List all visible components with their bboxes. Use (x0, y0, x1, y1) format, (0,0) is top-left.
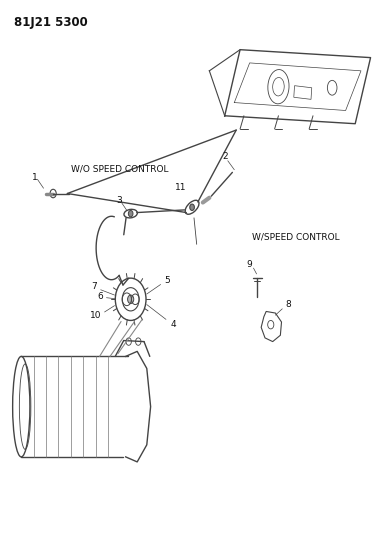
Text: W/SPEED CONTROL: W/SPEED CONTROL (251, 233, 339, 242)
Bar (294, 86, 312, 99)
Circle shape (190, 204, 194, 211)
Text: 4: 4 (170, 320, 176, 329)
Circle shape (128, 211, 133, 217)
Text: 8: 8 (285, 300, 291, 309)
Text: 5: 5 (164, 276, 170, 285)
Text: 9: 9 (247, 261, 253, 269)
Text: 1: 1 (32, 173, 38, 182)
Circle shape (128, 295, 134, 303)
Text: 3: 3 (116, 196, 122, 205)
Text: 10: 10 (90, 311, 101, 320)
Text: 81J21 5300: 81J21 5300 (14, 15, 87, 29)
Text: 7: 7 (91, 281, 97, 290)
Text: 6: 6 (97, 292, 103, 301)
Text: 11: 11 (175, 183, 186, 192)
Text: 2: 2 (222, 152, 227, 161)
Text: W/O SPEED CONTROL: W/O SPEED CONTROL (71, 164, 169, 173)
